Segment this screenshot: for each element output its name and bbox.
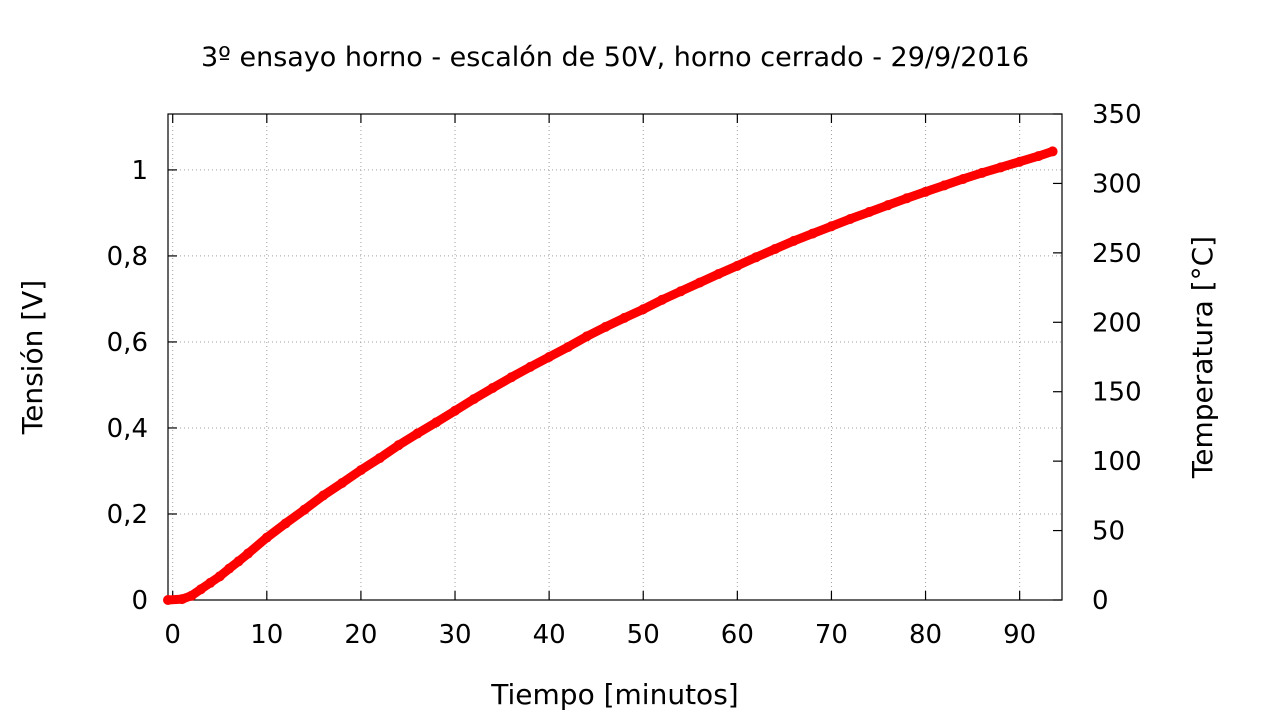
x-tick-label: 60 [721,620,754,650]
x-tick-label: 80 [909,620,942,650]
x-tick-label: 50 [627,620,660,650]
y2-tick-label: 100 [1092,447,1142,477]
data-point [901,193,912,204]
data-point [205,577,216,588]
data-point [431,417,442,428]
data-point [732,260,743,271]
data-series-line [163,146,1058,605]
y-tick-label: 0,4 [107,414,148,444]
data-point [261,532,272,543]
data-point [374,453,385,464]
data-point [562,342,573,353]
data-point [939,180,950,191]
data-point [224,563,235,574]
data-point [807,228,818,239]
y-tick-label: 0 [131,586,148,616]
data-point [280,518,291,529]
data-point [337,478,348,489]
data-point [544,352,555,362]
x-tick-label: 20 [344,620,377,650]
data-point [751,252,762,263]
y-axis-label: Tensión [V] [16,280,49,435]
y2-tick-label: 300 [1092,169,1142,199]
data-point [619,312,630,323]
data-point [920,186,931,197]
data-point [675,286,686,297]
y-tick-label: 0,6 [107,328,148,358]
data-point [657,294,668,305]
data-point [977,167,988,178]
x-tick-label: 0 [164,620,181,650]
data-point [506,372,517,383]
data-point [788,235,799,246]
data-point [299,504,310,515]
data-point [1047,146,1058,157]
data-point [412,428,423,439]
data-point [845,213,856,224]
data-point [1014,156,1025,167]
y-tick-label: 1 [131,156,148,186]
data-point [468,394,479,405]
y-axis-left: 0 0,2 0,4 0,6 0,8 1 [107,156,177,616]
data-point [882,200,893,211]
y2-tick-label: 250 [1092,239,1142,269]
data-point [186,590,197,601]
y-tick-label: 0,2 [107,500,148,530]
y2-tick-label: 50 [1092,517,1125,547]
data-point [525,361,536,372]
data-point [318,490,329,501]
x-tick-label: 40 [533,620,566,650]
y2-tick-label: 350 [1092,100,1142,130]
data-point [214,571,225,582]
data-point [713,268,724,279]
data-point [233,556,244,567]
x-tick-label: 10 [250,620,283,650]
data-point [393,440,404,451]
data-point [581,331,592,342]
chart-title: 3º ensayo horno - escalón de 50V, horno … [201,42,1029,73]
data-point [195,584,206,595]
data-point [600,321,611,332]
data-point [826,221,837,232]
y-tick-label: 0,8 [107,242,148,272]
plot-area-frame [167,113,1063,601]
y2-axis-label: Temperatura [°C] [1186,236,1219,479]
x-tick-label: 90 [1003,620,1036,650]
data-point [163,595,173,605]
data-point [638,304,649,315]
data-point [355,465,366,476]
y2-tick-label: 0 [1092,586,1109,616]
data-point [450,405,461,416]
y2-tick-label: 200 [1092,308,1142,338]
x-axis: 0 10 20 30 40 50 60 70 80 90 [164,114,1036,650]
data-point [864,207,875,218]
data-point [769,244,780,255]
data-point [177,594,188,605]
y2-tick-label: 150 [1092,378,1142,408]
data-point [694,277,705,288]
data-point [1033,151,1044,162]
x-axis-label: Tiempo [minutos] [490,678,738,711]
x-tick-label: 70 [815,620,848,650]
y-axis-right: 0 50 100 150 200 250 300 350 [1053,100,1142,616]
x-tick-label: 30 [438,620,471,650]
data-point [995,162,1006,173]
data-point [958,173,969,184]
data-point [242,548,253,559]
data-series [163,146,1058,605]
data-point [487,382,498,393]
